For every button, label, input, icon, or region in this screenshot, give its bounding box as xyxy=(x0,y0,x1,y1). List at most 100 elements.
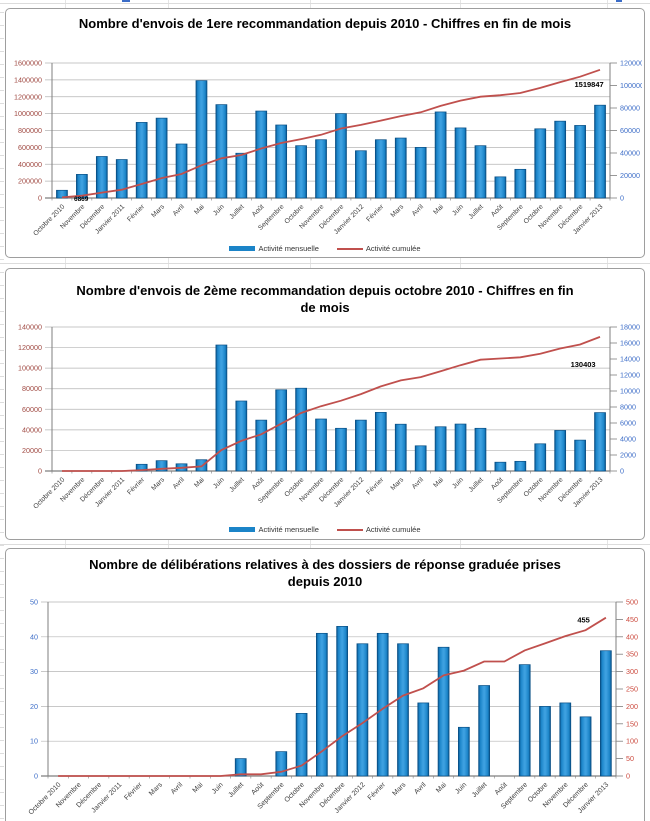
svg-text:200: 200 xyxy=(626,702,638,711)
svg-text:150: 150 xyxy=(626,719,638,728)
svg-text:Juin: Juin xyxy=(212,476,226,490)
svg-text:Juillet: Juillet xyxy=(468,203,485,220)
svg-text:100: 100 xyxy=(626,737,638,746)
svg-text:Juillet: Juillet xyxy=(471,781,489,799)
svg-text:80000: 80000 xyxy=(22,384,42,393)
cropped-cell-mark xyxy=(616,0,622,2)
svg-text:250: 250 xyxy=(626,685,638,694)
monthly-activity-bars xyxy=(135,344,606,472)
svg-text:1600000: 1600000 xyxy=(14,59,42,68)
svg-text:6000: 6000 xyxy=(620,419,636,428)
svg-text:Février: Février xyxy=(123,781,144,802)
line-series-swatch-icon xyxy=(336,247,363,250)
svg-text:Février: Février xyxy=(126,203,146,223)
svg-text:Mai: Mai xyxy=(435,781,448,794)
svg-text:4000: 4000 xyxy=(620,435,636,444)
right-axis-ticks xyxy=(616,601,623,777)
svg-text:Août: Août xyxy=(490,476,505,491)
monthly-activity-bars xyxy=(234,626,612,777)
svg-text:0: 0 xyxy=(38,467,42,476)
svg-text:Février: Février xyxy=(367,781,388,802)
svg-text:Août: Août xyxy=(490,203,505,218)
chart-panel-deliberations: Nombre de délibérations relatives à des … xyxy=(5,548,645,821)
svg-text:60000: 60000 xyxy=(22,405,42,414)
svg-text:Juillet: Juillet xyxy=(228,203,245,220)
svg-text:16000: 16000 xyxy=(620,339,640,348)
chart3-canvas: 5040302010050045040035030025020015010050… xyxy=(28,598,638,817)
chart3-plot: 50 40 30 20 10 0 500 450 400 350 300 250 200 150 100 50… xyxy=(6,595,644,821)
svg-text:120000: 120000 xyxy=(18,343,42,352)
svg-text:50: 50 xyxy=(626,754,634,763)
sheet-row-line xyxy=(0,3,650,4)
svg-text:1000000: 1000000 xyxy=(14,109,42,118)
left-axis-labels: 50 40 30 20 10 0 xyxy=(30,598,38,781)
legend-monthly-label: Activité mensuelle xyxy=(258,525,319,534)
svg-text:Avril: Avril xyxy=(413,781,428,796)
monthly-activity-bars xyxy=(56,80,606,199)
svg-text:200000: 200000 xyxy=(18,177,42,186)
svg-text:60000: 60000 xyxy=(620,126,640,135)
svg-text:12000: 12000 xyxy=(620,371,640,380)
cumulative-activity-line xyxy=(61,68,601,199)
chart2-legend: Activité mensuelle Activité cumulée xyxy=(6,525,644,534)
svg-text:Octobre 2010: Octobre 2010 xyxy=(28,781,63,816)
svg-text:20000: 20000 xyxy=(22,446,42,455)
svg-text:Avril: Avril xyxy=(411,203,426,218)
svg-text:Mai: Mai xyxy=(192,781,205,794)
chart1-legend: Activité mensuelle Activité cumulée xyxy=(6,244,644,253)
svg-text:Juillet: Juillet xyxy=(228,476,245,493)
svg-text:40000: 40000 xyxy=(22,425,42,434)
svg-text:Juin: Juin xyxy=(451,476,465,490)
svg-text:Octobre 2010: Octobre 2010 xyxy=(32,476,66,510)
sheet-row-line xyxy=(0,544,650,545)
svg-text:Mars: Mars xyxy=(390,476,406,492)
bar-series-swatch-icon xyxy=(229,527,256,532)
svg-text:0: 0 xyxy=(620,467,624,476)
svg-text:300: 300 xyxy=(626,667,638,676)
right-axis-ticks xyxy=(610,62,617,199)
svg-text:40: 40 xyxy=(30,632,38,641)
right-axis-ticks xyxy=(610,326,617,472)
chart2-annotation: 130403 xyxy=(571,360,596,369)
svg-text:80000: 80000 xyxy=(620,104,640,113)
svg-text:Juillet: Juillet xyxy=(468,476,485,493)
svg-text:120000: 120000 xyxy=(620,59,642,68)
svg-text:10: 10 xyxy=(30,737,38,746)
chart1-canvas: 1600000140000012000001000000800000600000… xyxy=(14,59,642,238)
svg-text:Mai: Mai xyxy=(193,203,206,216)
svg-text:1400000: 1400000 xyxy=(14,75,42,84)
svg-text:800000: 800000 xyxy=(18,126,42,135)
svg-text:400: 400 xyxy=(626,632,638,641)
svg-text:Juin: Juin xyxy=(212,203,226,217)
cumulative-activity-line xyxy=(62,336,601,472)
legend-item-monthly: Activité mensuelle xyxy=(229,244,319,253)
svg-text:18000: 18000 xyxy=(620,323,640,332)
chart1-annotation: 6869 xyxy=(74,196,89,203)
svg-text:Mai: Mai xyxy=(193,476,206,489)
svg-text:100000: 100000 xyxy=(18,364,42,373)
svg-text:50: 50 xyxy=(30,598,38,607)
legend-cumulative-label: Activité cumulée xyxy=(365,244,421,253)
legend-item-cumulative: Activité cumulée xyxy=(336,525,421,534)
svg-text:1200000: 1200000 xyxy=(14,92,42,101)
svg-text:20000: 20000 xyxy=(620,171,640,180)
svg-text:Juin: Juin xyxy=(211,781,225,795)
bar-series-swatch-icon xyxy=(229,246,256,251)
svg-text:400000: 400000 xyxy=(18,160,42,169)
left-axis-labels: 1600000 1400000 1200000 1000000 800000 600000… xyxy=(14,59,42,203)
svg-text:Mai: Mai xyxy=(432,476,445,489)
svg-text:Août: Août xyxy=(494,781,509,796)
chart3-annotation: 455 xyxy=(577,616,590,625)
svg-text:140000: 140000 xyxy=(18,323,42,332)
svg-text:2000: 2000 xyxy=(620,451,636,460)
svg-text:Août: Août xyxy=(251,203,266,218)
svg-text:100000: 100000 xyxy=(620,81,642,90)
svg-text:Avril: Avril xyxy=(172,476,187,491)
legend-item-cumulative: Activité cumulée xyxy=(336,244,421,253)
svg-text:8000: 8000 xyxy=(620,403,636,412)
legend-item-monthly: Activité mensuelle xyxy=(229,525,319,534)
